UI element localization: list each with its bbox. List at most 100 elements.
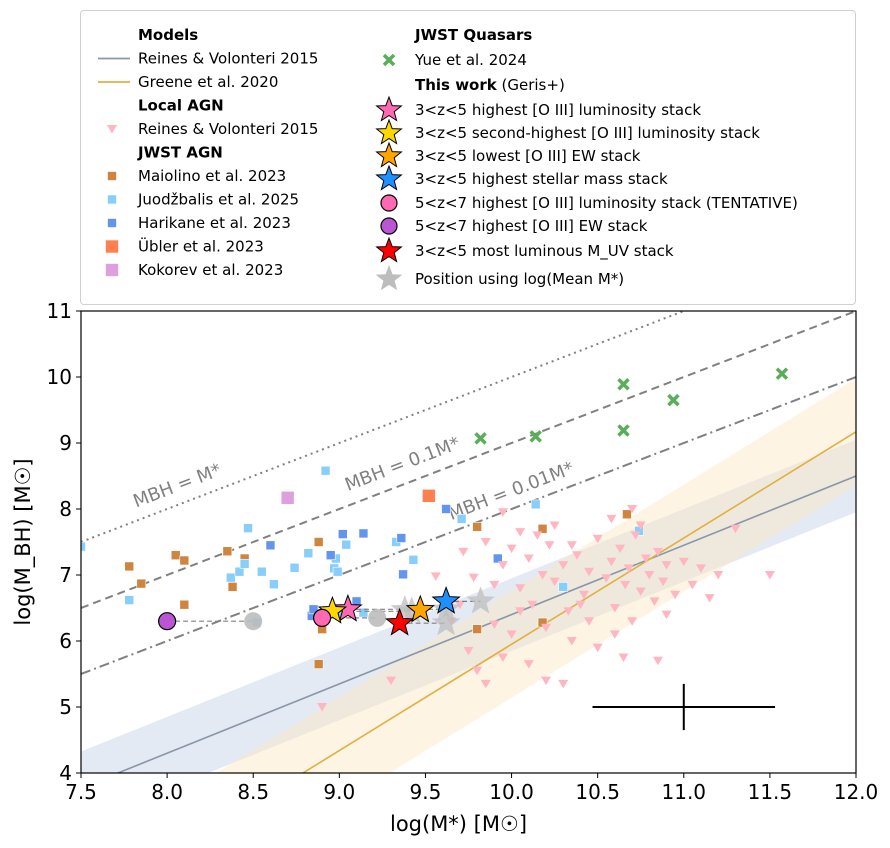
- x-tick-label-5: 10.0: [489, 780, 534, 804]
- point-square-1-1: [124, 595, 135, 605]
- point-square-1-15: [358, 607, 369, 618]
- point-triangle-down-6-2: [430, 572, 441, 581]
- point-square-0-5: [222, 546, 233, 557]
- point-triangle-down-6-45: [566, 637, 577, 646]
- model-band-1: [216, 378, 856, 773]
- mean-position-circle-4: [368, 608, 387, 627]
- model-band-0: [81, 439, 856, 773]
- point-square-1-9: [303, 548, 314, 559]
- point-square-0-15: [622, 509, 632, 520]
- point-triangle-down-6-42: [730, 524, 741, 534]
- point-triangle-down-6-13: [537, 571, 548, 580]
- point-square-1-3: [234, 566, 245, 577]
- point-triangle-down-6-44: [541, 623, 551, 633]
- legend-col2-10-0-star-icon: [375, 265, 403, 291]
- legend-col2-2-0-heading: This work (Geris+): [415, 76, 565, 94]
- point-square-2-6: [396, 533, 407, 543]
- point-square-2-9: [492, 553, 503, 564]
- legend-col2-1-0-label: Yue et al. 2024: [414, 51, 527, 69]
- point-triangle-down-6-49: [618, 653, 629, 662]
- point-triangle-down-6-23: [606, 557, 617, 567]
- point-square-large-4-0: [280, 490, 295, 505]
- legend-col1-10-label: Kokorev et al. 2023: [138, 261, 283, 279]
- x-tick-label-7: 11.0: [662, 780, 707, 804]
- y-tick-label-6: 10: [47, 365, 72, 389]
- point-triangle-down-6-34: [658, 577, 669, 587]
- point-square-0-1: [136, 578, 147, 589]
- legend-col1-4-label: Reines & Volonteri 2015: [138, 120, 318, 138]
- plot-frame: [80, 310, 857, 774]
- point-square-large-3-0: [422, 488, 436, 503]
- mean-position-star-0: [431, 594, 461, 622]
- point-triangle-down-6-9: [506, 544, 517, 554]
- legend-col2-8-0-circle-icon: [380, 217, 398, 235]
- point-triangle-down-6-60: [506, 630, 517, 639]
- x-tick-label-6: 10.5: [575, 780, 620, 804]
- point-triangle-down-6-67: [566, 541, 577, 550]
- point-triangle-down-6-36: [670, 590, 681, 600]
- point-square-1-4: [239, 558, 250, 569]
- point-square-0-2: [170, 550, 181, 561]
- this-work-star-6: [384, 607, 415, 636]
- point-triangle-down-6-21: [592, 534, 603, 544]
- point-triangle-down-6-50: [652, 656, 663, 666]
- y-tick-label-3: 7: [59, 563, 72, 587]
- legend-col2-7-0-circle-icon: [380, 194, 398, 212]
- mean-position-star-2: [390, 595, 419, 623]
- point-square-0-14: [537, 617, 548, 628]
- point-triangle-down-6-28: [630, 531, 641, 540]
- legend-col1-9-square-icon: [105, 239, 119, 254]
- point-triangle-down-6-72: [549, 521, 560, 530]
- point-triangle-down-6-69: [627, 505, 638, 514]
- point-triangle-down-6-59: [489, 620, 500, 629]
- point-triangle-down-6-8: [497, 561, 508, 570]
- legend-col1-6-square-icon: [107, 171, 117, 181]
- point-triangle-down-6-63: [575, 600, 586, 610]
- point-square-2-8: [441, 504, 451, 514]
- legend-col1-4-triangle-icon: [107, 125, 117, 134]
- x-tick-label-0: 7.5: [65, 780, 97, 804]
- point-square-1-8: [289, 562, 300, 573]
- reference-line-1: [81, 311, 856, 609]
- point-triangle-down-6-40: [704, 594, 715, 603]
- point-x-5-1-b: [529, 430, 542, 443]
- legend-col2-9-0-star-icon: [375, 236, 403, 263]
- point-triangle-down-6-55: [523, 660, 534, 669]
- point-triangle-down-6-7: [489, 580, 500, 590]
- legend-col2-8-0-label: 5<z<7 highest [O III] EW stack: [415, 217, 648, 235]
- this-work-star-1: [317, 595, 348, 624]
- point-triangle-down-6-24: [609, 604, 620, 613]
- mean-position-star-3: [466, 586, 495, 614]
- point-triangle-down-6-22: [601, 574, 612, 583]
- legend-col1-1-label: Reines & Volonteri 2015: [138, 50, 318, 68]
- point-square-0-0: [124, 561, 135, 572]
- point-triangle-down-6-58: [480, 679, 491, 689]
- point-triangle-down-6-4: [458, 547, 469, 557]
- legend-col2-4-0-star-icon: [375, 118, 403, 145]
- model-line-1: [301, 430, 856, 773]
- point-square-1-12: [332, 566, 343, 577]
- point-triangle-down-6-65: [635, 521, 646, 530]
- x-axis-label: log(M*) [M☉]: [390, 812, 527, 836]
- y-tick-label-0: 4: [59, 761, 72, 785]
- point-triangle-down-6-68: [532, 531, 543, 540]
- y-axis-label: log(M_BH) [M☉]: [11, 458, 36, 625]
- point-square-1-7: [269, 579, 279, 590]
- point-triangle-down-6-64: [627, 617, 638, 626]
- point-square-1-6: [257, 566, 267, 577]
- point-square-0-13: [537, 523, 548, 534]
- point-triangle-down-6-57: [558, 679, 569, 689]
- point-x-5-5-b: [775, 367, 789, 380]
- y-tick-label-7: 11: [47, 299, 72, 323]
- point-triangle-down-6-48: [609, 630, 620, 639]
- point-triangle-down-6-11: [523, 554, 534, 563]
- point-triangle-down-6-33: [652, 547, 663, 557]
- point-square-1-18: [456, 514, 467, 524]
- point-square-0-3: [179, 555, 190, 566]
- point-square-1-0: [81, 541, 86, 552]
- point-triangle-down-6-19: [578, 590, 589, 600]
- point-triangle-down-6-37: [678, 557, 689, 567]
- point-triangle-down-6-12: [527, 600, 538, 610]
- model-line-0: [115, 475, 856, 773]
- point-square-0-4: [179, 599, 190, 610]
